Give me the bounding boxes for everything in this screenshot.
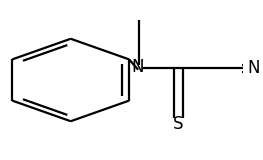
Text: N: N: [247, 59, 260, 77]
Text: S: S: [173, 115, 184, 133]
Text: N: N: [132, 58, 144, 76]
